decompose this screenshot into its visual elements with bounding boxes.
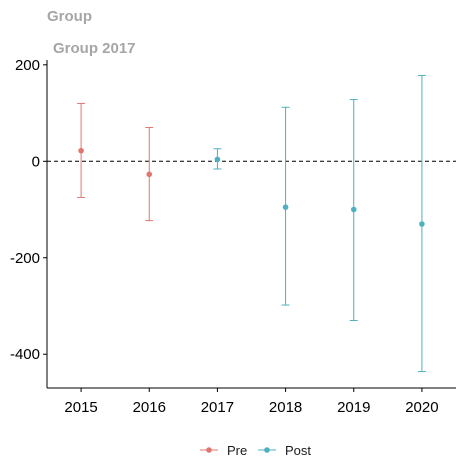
x-tick-label: 2015: [64, 399, 97, 416]
plot-area: 200 0 -200 -400 2015 2016 2017 2018 2019 2020: [10, 57, 456, 416]
data-point: [78, 147, 84, 154]
y-tick-label: -400: [10, 346, 40, 363]
y-tick-label: 0: [32, 153, 40, 170]
x-tick-label: 2020: [405, 399, 438, 416]
data-point: [350, 206, 357, 213]
chart-subtitle: Group 2017: [53, 40, 136, 57]
data-point: [282, 204, 289, 210]
legend-key-point: [264, 447, 270, 453]
y-tick-label: -200: [10, 250, 40, 267]
x-tick-label: 2017: [201, 399, 234, 416]
data-point: [214, 156, 221, 163]
legend-label: Pre: [227, 443, 247, 458]
x-tick-label: 2019: [337, 399, 370, 416]
data-point: [419, 221, 425, 227]
chart-title: Group: [47, 8, 92, 25]
legend-key-point: [206, 447, 212, 453]
legend: Pre Post: [200, 443, 311, 458]
legend-label: Post: [285, 443, 311, 458]
data-point: [146, 171, 153, 178]
y-tick-label: 200: [15, 57, 40, 74]
x-tick-label: 2016: [133, 399, 166, 416]
x-tick-label: 2018: [269, 399, 302, 416]
